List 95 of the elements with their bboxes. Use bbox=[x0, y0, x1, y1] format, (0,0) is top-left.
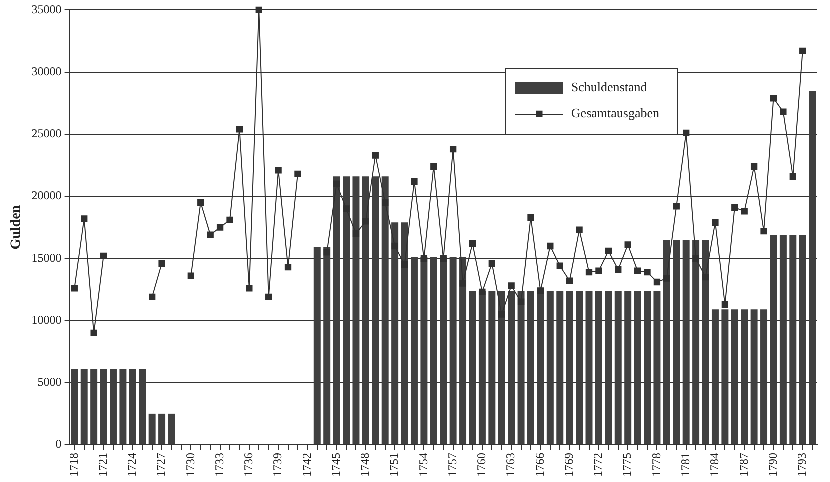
bar bbox=[673, 240, 680, 444]
x-tick-label: 1784 bbox=[708, 453, 722, 477]
y-tick-label: 15000 bbox=[32, 250, 62, 265]
bar bbox=[333, 176, 340, 444]
bar bbox=[614, 290, 622, 444]
x-tick-label: 1775 bbox=[620, 453, 634, 477]
bar bbox=[100, 369, 108, 444]
bar bbox=[750, 310, 758, 444]
x-tick-label: 1736 bbox=[242, 453, 256, 477]
bar bbox=[566, 290, 574, 444]
bar bbox=[71, 369, 78, 444]
bar bbox=[120, 369, 127, 444]
bar bbox=[450, 257, 457, 444]
bar bbox=[430, 257, 438, 444]
x-tick-label: 1760 bbox=[474, 453, 489, 477]
bar bbox=[634, 290, 642, 444]
bar bbox=[663, 240, 670, 444]
bar bbox=[799, 235, 806, 444]
bar bbox=[469, 290, 476, 444]
bar bbox=[770, 235, 778, 444]
bar bbox=[168, 414, 176, 444]
x-tick-label: 1739 bbox=[270, 453, 285, 477]
x-tick-label: 1757 bbox=[445, 453, 460, 477]
bar bbox=[546, 290, 554, 444]
x-tick-label: 1787 bbox=[736, 453, 751, 477]
x-tick-label: 1730 bbox=[183, 453, 198, 477]
x-tick-label: 1742 bbox=[300, 453, 314, 477]
bar bbox=[129, 369, 136, 444]
y-tick-label: 0 bbox=[56, 437, 62, 452]
x-tick-label: 1721 bbox=[96, 453, 110, 477]
x-tick-label: 1793 bbox=[795, 453, 810, 477]
bar bbox=[410, 257, 418, 444]
bar bbox=[324, 247, 331, 444]
x-tick-label: 1790 bbox=[766, 453, 780, 477]
x-tick-label: 1766 bbox=[532, 453, 547, 477]
bar bbox=[702, 240, 710, 444]
bar bbox=[809, 90, 816, 444]
bar bbox=[605, 290, 612, 444]
bar bbox=[343, 176, 350, 444]
y-tick-label: 30000 bbox=[32, 64, 62, 78]
bar bbox=[372, 176, 380, 444]
bar bbox=[556, 290, 564, 444]
bar bbox=[528, 290, 534, 444]
bar bbox=[780, 235, 787, 444]
x-tick-label: 1733 bbox=[212, 453, 226, 477]
bar bbox=[692, 240, 700, 444]
bar bbox=[148, 414, 156, 444]
bar bbox=[624, 290, 632, 444]
bar bbox=[382, 176, 389, 444]
y-tick-label: 10000 bbox=[32, 312, 62, 327]
x-tick-label: 1763 bbox=[504, 453, 518, 477]
y-tick-label: 25000 bbox=[32, 126, 62, 141]
bar bbox=[362, 176, 370, 444]
bar bbox=[498, 290, 506, 444]
x-tick-label: 1754 bbox=[416, 453, 430, 477]
bar bbox=[576, 290, 584, 444]
bar bbox=[595, 290, 602, 444]
y-tick-label: 20000 bbox=[32, 188, 62, 203]
x-tick-label: 1724 bbox=[125, 453, 140, 477]
bar bbox=[722, 310, 729, 444]
x-tick-label: 1748 bbox=[358, 453, 372, 477]
bar bbox=[712, 310, 719, 444]
y-axis-title: Gulden bbox=[9, 205, 24, 250]
bar bbox=[488, 290, 496, 444]
bar bbox=[790, 235, 797, 444]
x-tick-label: 1769 bbox=[562, 453, 576, 477]
legend-label: Schuldenstand bbox=[571, 80, 648, 95]
bar bbox=[90, 369, 98, 444]
y-tick-label: 5000 bbox=[38, 375, 62, 390]
bar bbox=[741, 310, 748, 444]
bar bbox=[392, 222, 399, 444]
bar bbox=[682, 240, 690, 444]
x-tick-label: 1772 bbox=[591, 453, 606, 477]
bar bbox=[518, 290, 525, 444]
bar bbox=[460, 257, 467, 444]
bar bbox=[586, 290, 593, 444]
x-tick-label: 1778 bbox=[649, 453, 664, 477]
bar bbox=[110, 369, 117, 444]
bar bbox=[644, 290, 652, 444]
bar bbox=[760, 310, 768, 444]
bar bbox=[654, 290, 661, 444]
bar bbox=[401, 222, 408, 444]
x-tick-label: 1745 bbox=[328, 453, 343, 477]
x-tick-label: 1718 bbox=[66, 453, 81, 477]
bar bbox=[158, 414, 166, 444]
x-tick-label: 1751 bbox=[387, 453, 402, 477]
legend-label: Gesamtausgaben bbox=[571, 106, 660, 121]
y-tick-label: 35000 bbox=[32, 2, 62, 16]
bar bbox=[731, 310, 738, 444]
bar bbox=[139, 369, 146, 444]
x-tick-label: 1727 bbox=[154, 453, 168, 477]
x-tick-label: 1781 bbox=[678, 453, 692, 477]
bar bbox=[314, 247, 321, 444]
bar bbox=[80, 369, 88, 444]
bar bbox=[352, 176, 360, 444]
